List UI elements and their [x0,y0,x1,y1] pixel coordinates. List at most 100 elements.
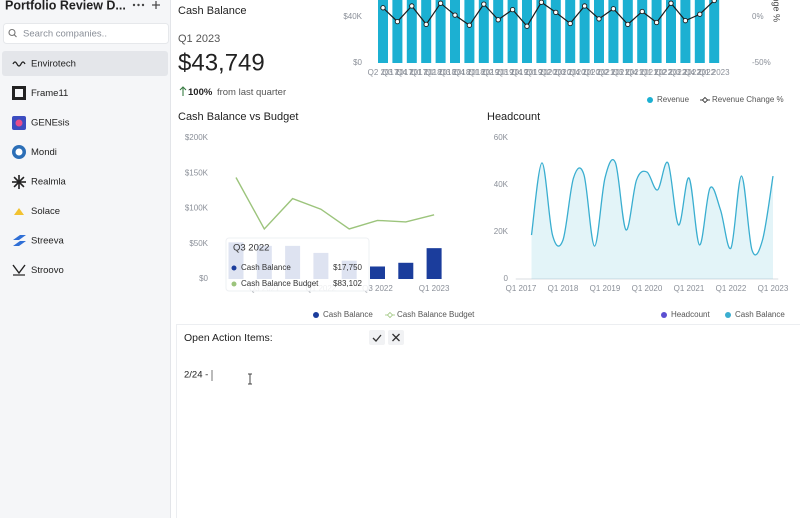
confirm-button[interactable] [369,330,385,345]
bar [522,0,532,63]
bar [450,0,460,63]
bar [507,0,518,64]
bar [579,0,590,63]
line-point [394,18,401,25]
legend-item[interactable]: Cash Balance Budget [385,310,475,319]
company-row[interactable]: Envirotech [12,59,76,70]
bar [493,0,504,63]
line-point [466,22,473,28]
company-name: Realmla [31,177,67,188]
legend-label: Headcount [671,310,710,319]
x-tick-label: Q2 2018 [425,68,456,77]
bar [478,0,489,64]
logo [15,119,23,127]
x-tick-label: Q1 2021 [584,68,615,77]
legend-dot [725,312,731,318]
bar [435,0,446,63]
legend-item[interactable]: Cash Balance [725,310,785,319]
y-tick-label: 60K [494,133,509,142]
x-tick-label: Q4 2018 [454,68,485,77]
line-point [639,8,645,15]
line-point [553,9,559,16]
action-items-title: Open Action Items: [184,332,273,344]
bar [637,0,648,63]
up-arrow [179,86,187,96]
y-tick-label: $200K [185,133,209,142]
bar [666,0,676,63]
logo [15,89,23,97]
company-row[interactable]: Mondi [12,145,57,159]
legend-dot [661,312,667,318]
bar [565,0,576,64]
logo [18,176,25,183]
bar [392,0,403,64]
ibeam-pointer [248,373,252,385]
line-point [380,5,386,11]
legend-label: Cash Balance [323,310,373,319]
company-row[interactable]: Streeva [13,235,64,247]
legend-label: Revenue Change % [712,95,784,104]
company-row[interactable]: Frame11 [12,86,68,100]
y-tick-label: 20K [494,227,509,236]
company-row[interactable]: GENEsis [12,116,70,130]
bar [378,0,388,63]
legend-item[interactable]: Cash Balance [313,310,373,319]
bar [398,262,414,279]
x-tick-label: Q1 2022 [716,284,747,293]
area-fill [531,159,773,279]
chart: Cash Balance vs Budget $0 $50K $100K $150K $2… [178,111,475,319]
x-tick-label: Q2 2021 [598,68,629,77]
y-tick-label: $150K [185,168,209,177]
x-tick-label: Q1 2019 [590,284,621,293]
tooltip-label: Cash Balance [241,263,291,272]
line-point [697,11,703,17]
legend-item[interactable]: Headcount [661,310,710,319]
sidebar [0,0,170,518]
logo [15,148,23,156]
tooltip: Q3 2022 Cash Balance $17,750 Cash Balance B… [225,237,370,292]
legend-label: Revenue [657,95,690,104]
add-button[interactable] [152,1,160,9]
chart-title: Headcount [487,111,540,123]
company-row[interactable]: Realmla [12,175,67,189]
line [382,0,715,28]
x-tick-label: Q1 2020 [632,284,663,293]
x-tick-label: Q2 2022 [656,68,687,77]
x-tick-label: Q4 2022 [684,68,715,77]
line-point [423,21,429,28]
bar [680,0,691,63]
legend-diamond [701,96,709,104]
line-point [610,6,617,12]
company-row[interactable]: Stroovo [12,264,64,276]
legend-dot [313,312,319,318]
check-icon [372,334,382,342]
line-point [524,23,530,29]
line-point [682,18,689,24]
y2-axis-title: Revenue Change % [772,0,782,22]
company-row[interactable]: Solace [14,206,60,217]
tooltip-box [225,237,370,292]
line-point [625,21,631,28]
line-point [509,6,516,13]
line-point [567,20,573,27]
bar [370,266,385,279]
action-item-entry[interactable]: 2/24 - [184,370,208,381]
logo [13,181,20,188]
line-point [711,0,717,4]
y-tick-label: $40K [343,12,362,21]
kpi-value: $43,749 [178,49,265,76]
y-tick-label: 0 [504,274,509,283]
bar [421,0,432,64]
kpi-change-text: from last quarter [217,87,286,98]
x-tick-label: Q1 2018 [548,284,579,293]
legend-item[interactable]: Revenue [647,95,690,104]
kpi-title: Cash Balance [178,5,247,17]
legend-item[interactable]: Revenue Change % [700,95,784,104]
y2-tick-label: -50% [752,58,771,67]
more-button[interactable] [132,3,145,7]
x-tick-label: Q4 2021 [627,68,658,77]
bar [622,0,633,64]
search-box[interactable] [3,23,169,44]
x-tick-label: Q1 2023 [758,284,789,293]
bar [426,248,442,279]
